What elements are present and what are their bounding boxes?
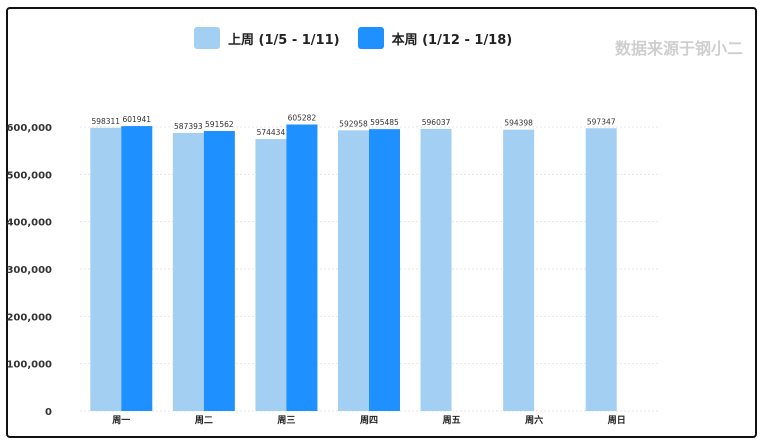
chart-legend: 上周 (1/5 - 1/11) 本周 (1/12 - 1/18): [194, 25, 512, 51]
data-label-last-week-3: 592958: [339, 119, 368, 128]
x-tick-label-3: 周四: [360, 415, 378, 426]
x-tick-label-0: 周一: [112, 415, 130, 426]
y-tick-label-1: 100,000: [6, 360, 52, 371]
y-tick-label-6: 600,000: [6, 123, 52, 134]
y-tick-label-2: 200,000: [6, 312, 52, 323]
legend-item-last-week[interactable]: 上周 (1/5 - 1/11): [194, 27, 340, 49]
y-tick-label-4: 400,000: [6, 218, 52, 229]
legend-swatch-this-week: [357, 27, 384, 49]
data-label-this-week-0: 601941: [122, 115, 151, 124]
data-label-this-week-1: 591562: [205, 120, 234, 129]
legend-label-this-week: 本周 (1/12 - 1/18): [391, 32, 513, 48]
bar-last-week-5: [503, 129, 535, 411]
bar-this-week-0: [121, 126, 153, 411]
x-tick-label-5: 周六: [525, 414, 543, 426]
y-tick-label-5: 500,000: [6, 170, 52, 181]
bar-this-week-3: [369, 129, 400, 412]
bar-last-week-4: [420, 128, 452, 411]
x-tick-label-1: 周二: [195, 415, 213, 426]
x-tick-label-2: 周三: [277, 415, 295, 426]
legend-swatch-last-week: [194, 27, 220, 49]
data-label-last-week-1: 587393: [174, 122, 203, 131]
data-label-last-week-4: 596037: [422, 118, 451, 127]
x-tick-label-4: 周五: [443, 415, 461, 426]
legend-item-this-week[interactable]: 本周 (1/12 - 1/18): [357, 27, 513, 49]
y-tick-label-0: 0: [45, 407, 52, 418]
y-tick-label-3: 300,000: [6, 265, 52, 276]
x-tick-label-6: 周日: [608, 415, 626, 426]
data-label-last-week-0: 598311: [91, 117, 120, 126]
data-label-this-week-2: 605282: [288, 113, 317, 122]
legend-label-last-week: 上周 (1/5 - 1/11): [228, 32, 340, 48]
bar-last-week-2: [255, 139, 287, 411]
bar-this-week-2: [286, 124, 318, 412]
data-source-note: 数据来源于钢小二: [614, 39, 743, 58]
bar-this-week-1: [203, 130, 235, 411]
data-label-last-week-5: 594398: [504, 119, 533, 128]
bar-last-week-1: [172, 132, 204, 411]
data-label-last-week-2: 574434: [257, 128, 286, 137]
data-label-this-week-3: 595485: [370, 118, 399, 127]
data-label-last-week-6: 597347: [587, 117, 616, 126]
bar-last-week-3: [338, 130, 369, 412]
bar-last-week-6: [585, 128, 617, 412]
bar-last-week-0: [90, 127, 122, 411]
